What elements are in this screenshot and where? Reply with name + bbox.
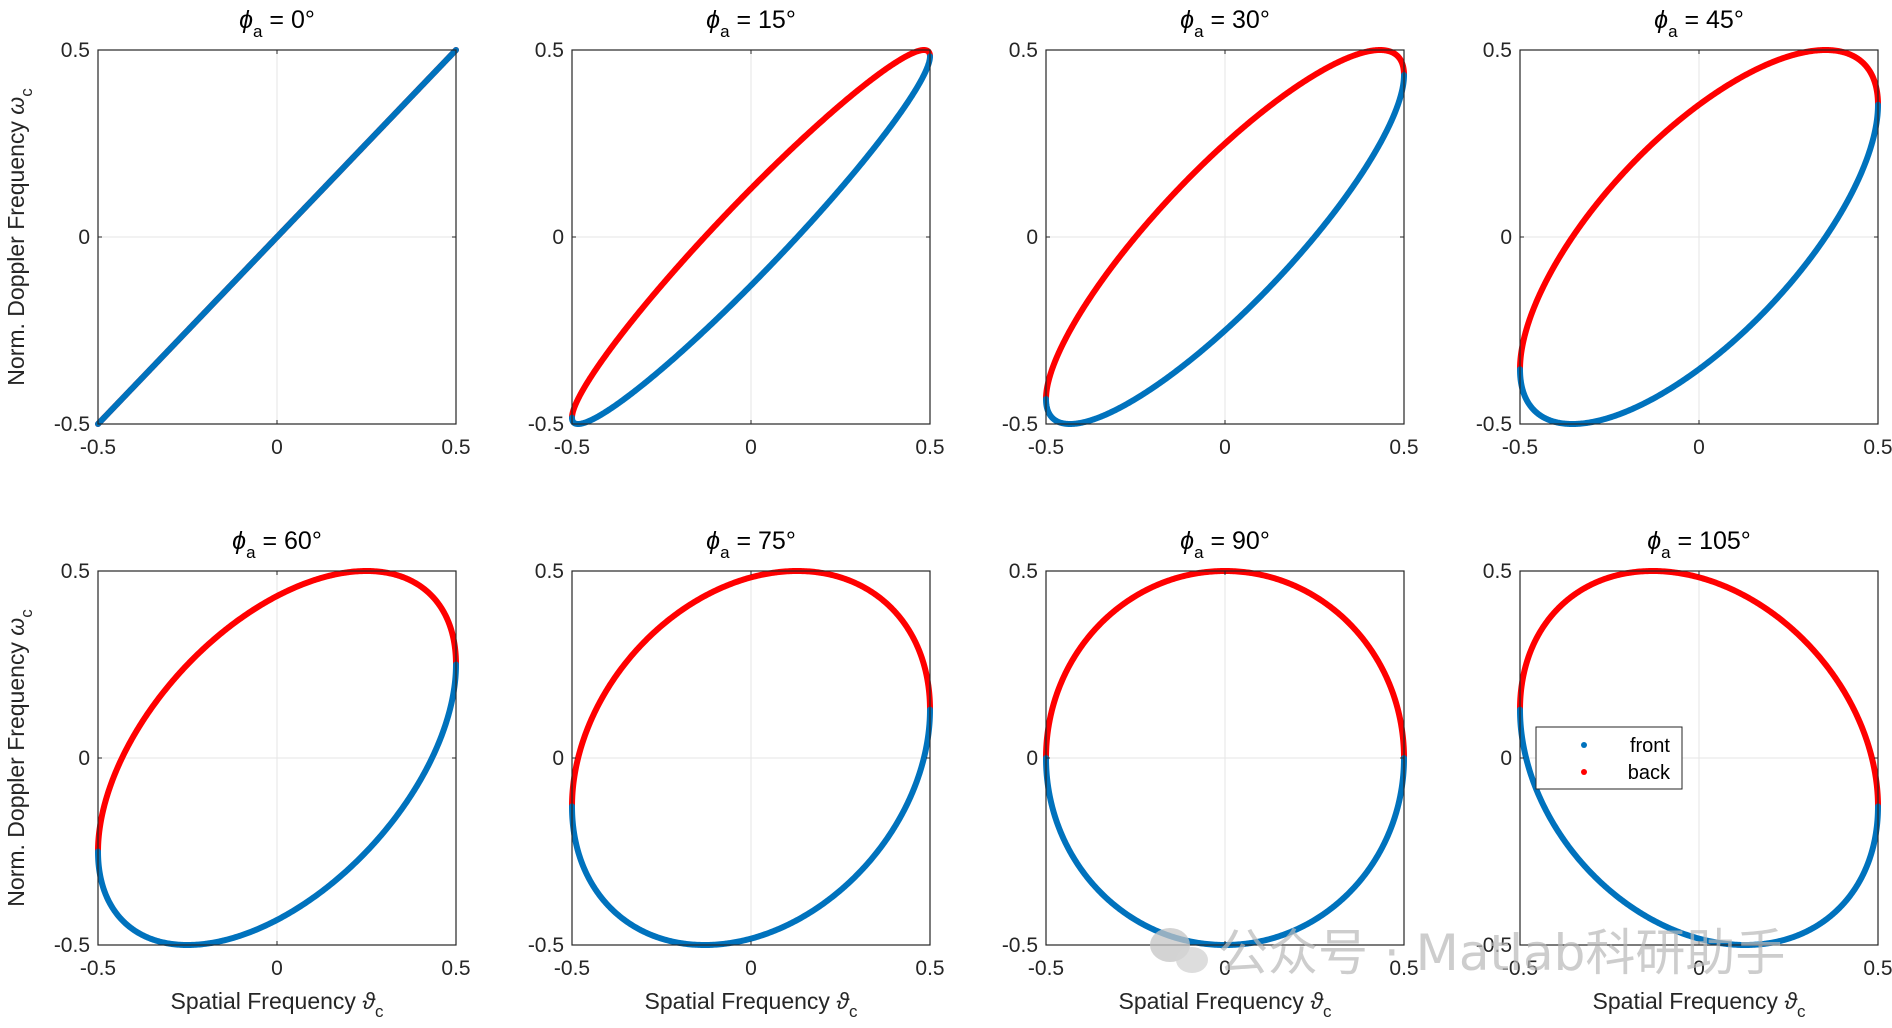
series-back-curve [1517,47,1881,373]
x-tick-label: 0 [1219,957,1231,980]
y-tick-label: -0.5 [1002,934,1038,957]
x-tick-label: -0.5 [554,957,590,980]
x-tick-label: 0.5 [1389,436,1418,459]
x-tick-label: -0.5 [80,957,116,980]
x-tick-label: 0 [745,436,757,459]
x-axis-label: Spatial Frequency ϑc [1119,988,1332,1021]
legend-marker-back [1581,769,1587,775]
x-tick-label: 0 [745,957,757,980]
y-tick-label: 0 [1026,747,1038,770]
subplot-phi-30: -0.5 0 0.5 -0.5 0 0.5 ϕa = 30° [1002,6,1419,459]
subplot-phi-0: -0.5 0 0.5 -0.5 0 0.5 ϕa = 0° Norm. Doppler Fre… [3,6,471,459]
y-tick-label: -0.5 [528,934,564,957]
panel-title: ϕa = 75° [706,527,796,562]
y-tick-label: 0.5 [1009,39,1038,62]
x-tick-label: 0.5 [441,957,470,980]
subplot-phi-90: -0.5 0 0.5 -0.5 0 0.5 ϕa = 90° Spatial Frequenc… [1002,527,1419,1021]
legend-label-back: back [1628,762,1671,784]
series-front-curve [569,706,933,948]
y-tick-label: -0.5 [1002,413,1038,436]
panel-title: ϕa = 30° [1180,6,1270,41]
x-axis-label: Spatial Frequency ϑc [171,988,384,1021]
series-front-curve [569,53,933,427]
series-front-curve [95,47,459,427]
series-back-curve [569,47,933,421]
y-tick-label: 0.5 [1483,39,1512,62]
x-axis-label: Spatial Frequency ϑc [645,988,858,1021]
y-tick-label: 0.5 [61,39,90,62]
panel-title: ϕa = 15° [706,6,796,41]
y-tick-label: -0.5 [528,413,564,436]
x-tick-label: 0.5 [1863,957,1892,980]
legend-label-front: front [1630,735,1670,757]
x-tick-label: 0.5 [441,436,470,459]
y-tick-label: -0.5 [1476,413,1512,436]
y-tick-label: -0.5 [54,934,90,957]
panel-title: ϕa = 105° [1647,527,1751,562]
x-tick-label: 0.5 [1863,436,1892,459]
y-tick-label: 0.5 [1009,560,1038,583]
y-tick-label: 0.5 [535,560,564,583]
subplot-phi-75: -0.5 0 0.5 -0.5 0 0.5 ϕa = 75° Spatial Frequenc… [528,527,945,1021]
watermark-text: 公众号 · Matlab科研助手 [1218,924,1785,982]
x-tick-label: -0.5 [554,436,590,459]
x-tick-label: -0.5 [1502,957,1538,980]
x-tick-label: 0 [271,957,283,980]
subplot-phi-45: -0.5 0 0.5 -0.5 0 0.5 ϕa = 45° [1476,6,1892,459]
x-axis-label: Spatial Frequency ϑc [1593,988,1806,1021]
x-tick-label: -0.5 [80,436,116,459]
panel-title: ϕa = 90° [1180,527,1270,562]
series-back-curve [1517,568,1881,810]
subplot-phi-15: -0.5 0 0.5 -0.5 0 0.5 ϕa = 15° [528,6,945,459]
legend-box [1535,726,1683,790]
series-front-curve [95,661,459,948]
wechat-icon-bubble [1176,947,1208,973]
x-tick-label: 0.5 [1389,957,1418,980]
y-axis-label: Norm. Doppler Frequency ωc [3,609,36,907]
x-tick-label: 0 [1219,436,1231,459]
series-back-curve [95,568,459,855]
y-tick-label: 0 [1500,747,1512,770]
legend-marker-front [1581,742,1587,748]
x-tick-label: -0.5 [1028,957,1064,980]
series-front-curve [1517,706,1881,948]
x-tick-label: -0.5 [1028,436,1064,459]
watermark: 公众号 · Matlab科研助手 [1150,924,1785,982]
y-tick-label: 0.5 [61,560,90,583]
y-tick-label: -0.5 [1476,934,1512,957]
legend: front back [1535,726,1683,790]
y-tick-label: -0.5 [54,413,90,436]
x-tick-label: 0.5 [915,436,944,459]
x-tick-label: -0.5 [1502,436,1538,459]
x-tick-label: 0.5 [915,957,944,980]
y-tick-label: 0 [552,747,564,770]
y-tick-label: 0 [552,226,564,249]
x-tick-label: 0 [1693,957,1705,980]
subplot-phi-105: -0.5 0 0.5 -0.5 0 0.5 ϕa = 105° Spatial Frequen… [1476,527,1892,1021]
y-axis-label: Norm. Doppler Frequency ωc [3,88,36,386]
panel-title: ϕa = 0° [239,6,315,41]
y-tick-label: 0 [1026,226,1038,249]
y-tick-label: 0 [1500,226,1512,249]
y-tick-label: 0.5 [1483,560,1512,583]
x-tick-label: 0 [271,436,283,459]
subplot-phi-60: -0.5 0 0.5 -0.5 0 0.5 ϕa = 60° Norm. Doppler Fr… [3,527,471,1021]
x-tick-label: 0 [1693,436,1705,459]
y-tick-label: 0.5 [535,39,564,62]
y-tick-label: 0 [78,226,90,249]
series-back-curve [569,568,933,810]
series-front-curve [1517,101,1881,427]
y-tick-label: 0 [78,747,90,770]
panel-title: ϕa = 45° [1654,6,1744,41]
panel-title: ϕa = 60° [232,527,322,562]
